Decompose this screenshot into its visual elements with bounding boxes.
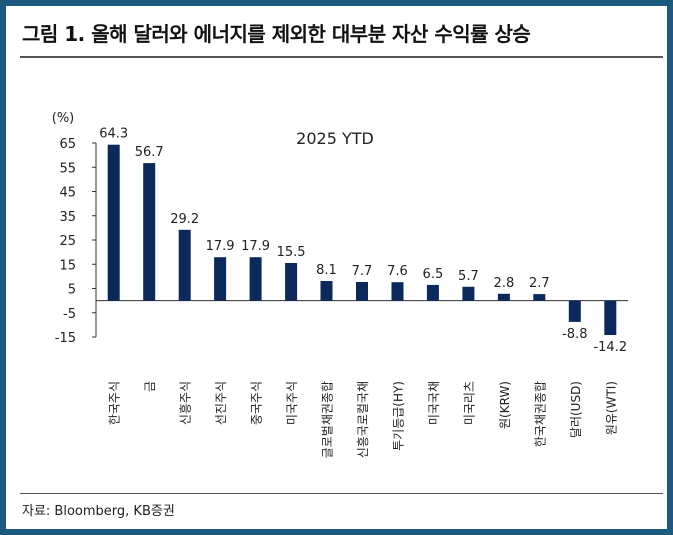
data-label: 64.3 bbox=[99, 127, 128, 142]
bar bbox=[497, 293, 510, 301]
bar bbox=[320, 281, 333, 301]
category-label: 한국채권종합 bbox=[533, 381, 547, 447]
y-tick-label: 45 bbox=[59, 186, 76, 201]
data-label: -14.2 bbox=[593, 340, 627, 355]
category-label: 투기등급(HY) bbox=[392, 381, 406, 451]
category-label: 미국주식 bbox=[285, 381, 299, 425]
footer-divider bbox=[20, 493, 663, 494]
category-label: 원(KRW) bbox=[498, 381, 512, 429]
y-tick-label: 55 bbox=[59, 161, 76, 176]
data-label: 2.8 bbox=[494, 276, 515, 291]
data-label: 5.7 bbox=[458, 269, 479, 284]
category-label: 원유(WTI) bbox=[604, 381, 618, 435]
bar bbox=[249, 257, 262, 301]
y-tick-label: 35 bbox=[59, 210, 76, 225]
data-label: 7.7 bbox=[352, 264, 373, 279]
source-note: 자료: Bloomberg, KB증권 bbox=[22, 504, 175, 519]
category-label: 글로벌채권종합 bbox=[321, 381, 335, 458]
data-label: -8.8 bbox=[562, 327, 587, 342]
data-label: 56.7 bbox=[135, 145, 164, 160]
data-label: 2.7 bbox=[529, 276, 550, 291]
bar bbox=[533, 294, 546, 301]
category-labels: 한국주식 금 신흥주식 선진주식 중국주식 미국주식 글로벌채권종합 신흥국로컬국채 투기등급(… bbox=[108, 381, 619, 458]
bar bbox=[568, 300, 581, 322]
title-divider bbox=[20, 56, 663, 58]
data-label: 8.1 bbox=[316, 263, 337, 278]
bar bbox=[604, 300, 617, 335]
category-label: 미국국채 bbox=[427, 381, 441, 425]
category-label: 중국주식 bbox=[250, 381, 264, 425]
y-tick-label: 5 bbox=[68, 283, 76, 298]
bar bbox=[285, 263, 298, 301]
y-axis-unit: (%) bbox=[52, 111, 75, 126]
data-label: 6.5 bbox=[423, 267, 444, 282]
bar bbox=[178, 229, 191, 301]
data-label: 29.2 bbox=[170, 212, 199, 227]
bar bbox=[143, 163, 156, 301]
y-tick-label: 25 bbox=[59, 234, 76, 249]
data-label: 15.5 bbox=[277, 245, 306, 260]
y-tick-label: -15 bbox=[55, 331, 76, 346]
data-label: 7.6 bbox=[387, 264, 408, 279]
bar bbox=[107, 144, 120, 301]
figure-title: 그림 1. 올해 달러와 에너지를 제외한 대부분 자산 수익률 상승 bbox=[22, 22, 531, 46]
category-label: 신흥주식 bbox=[179, 381, 193, 425]
y-tick-label: -5 bbox=[63, 307, 76, 322]
data-labels: 64.3 56.7 29.2 17.9 17.9 15.5 8.1 7.7 7.6 6.5 5.7 2… bbox=[99, 127, 627, 355]
category-label: 달러(USD) bbox=[569, 381, 583, 438]
category-label: 한국주식 bbox=[108, 381, 122, 425]
bar bbox=[462, 286, 475, 301]
category-label: 미국리츠 bbox=[462, 381, 476, 425]
y-axis: 65 55 45 35 25 15 5 -5 -15 bbox=[55, 137, 628, 346]
bar bbox=[391, 282, 404, 301]
y-tick-label: 65 bbox=[59, 137, 76, 152]
y-tick-label: 15 bbox=[59, 258, 76, 273]
bars bbox=[107, 144, 617, 335]
category-label: 선진주식 bbox=[214, 381, 228, 425]
bar bbox=[426, 284, 439, 301]
data-label: 17.9 bbox=[241, 239, 270, 254]
data-label: 17.9 bbox=[206, 239, 235, 254]
chart-title: 2025 YTD bbox=[296, 129, 374, 148]
category-label: 금 bbox=[143, 381, 157, 392]
category-label: 신흥국로컬국채 bbox=[356, 381, 370, 458]
bar bbox=[214, 257, 227, 301]
bar bbox=[356, 282, 368, 301]
